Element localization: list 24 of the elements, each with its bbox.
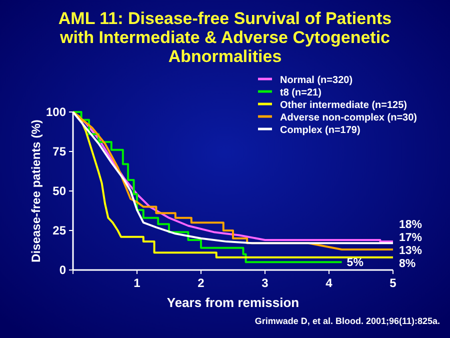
x-tick-label: 5 [390,276,397,290]
y-tick-label: 50 [52,184,66,198]
x-tick-label: 1 [134,276,141,290]
legend-label: Complex (n=179) [280,125,360,136]
text: 8% [399,258,416,270]
legend-label: t8 (n=21) [280,88,322,98]
x-tick-label: 2 [198,276,205,290]
y-tick-label: 0 [59,263,66,277]
chart-title: AML 11: Disease-free Survival of Patients with Intermediate & Adverse Cytogenetic Abnormalities [58,9,392,66]
text: 17% [399,232,422,244]
legend-label: Normal (n=320) [280,75,353,86]
x-tick-label: 4 [326,276,333,290]
y-tick-label: 75 [52,144,66,158]
x-axis-title: Years from remission [166,295,300,310]
legend-label: Adverse non-complex (n=30) [280,112,417,124]
y-tick-label: 25 [52,224,66,238]
y-tick-label: 100 [46,105,66,119]
annotation: 5% [346,257,364,270]
legend-label: Other intermediate (n=125) [280,100,407,111]
text: 18% [399,219,422,231]
text: 13% [399,245,422,257]
x-tick-label: 3 [262,276,269,290]
y-axis-title: Disease-free patients (%) [29,120,43,262]
text: Grimwade D, et al. Blood. 2001;96(11):825a. [254,316,440,326]
